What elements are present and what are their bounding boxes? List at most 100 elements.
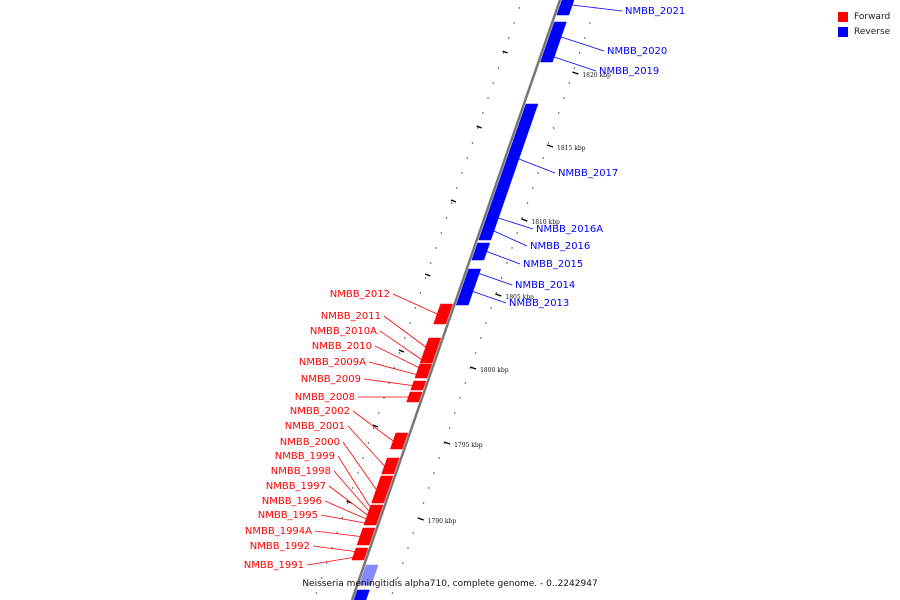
gene-block-NMBB_2010A[interactable] xyxy=(419,355,435,364)
gene-label-NMBB_1992[interactable]: NMBB_1992 xyxy=(250,541,310,552)
minor-tick-dot xyxy=(518,7,520,9)
gene-block-NMBB_1992[interactable] xyxy=(353,547,369,556)
gene-block-reverse-dim[interactable] xyxy=(358,564,379,586)
gene-label-NMBB_2020[interactable]: NMBB_2020 xyxy=(607,46,667,57)
minor-tick-dot xyxy=(383,397,385,399)
tick-label: 1790 kbp xyxy=(428,518,457,525)
minor-tick-dot xyxy=(391,592,394,594)
minor-tick-dot xyxy=(398,352,401,354)
minor-tick-dot xyxy=(497,67,500,69)
minor-tick-dot xyxy=(372,427,375,429)
gene-label-NMBB_2016[interactable]: NMBB_2016 xyxy=(530,241,590,252)
gene-label-NMBB_2013[interactable]: NMBB_2013 xyxy=(509,298,569,309)
minor-tick-dot xyxy=(419,292,422,294)
gene-block-NMBB_2016A[interactable] xyxy=(484,213,501,223)
gene-block-NMBB_1997[interactable] xyxy=(366,512,381,518)
tick-label: 1820 kbp xyxy=(582,72,611,79)
gene-label-NMBB_1994A[interactable]: NMBB_1994A xyxy=(245,526,312,537)
legend-forward[interactable]: Forward xyxy=(838,9,890,24)
leader-line xyxy=(374,345,419,368)
gene-label-NMBB_2011[interactable]: NMBB_2011 xyxy=(321,311,381,322)
gene-block-NMBB_2014[interactable] xyxy=(465,268,482,279)
minor-tick-dot xyxy=(482,112,484,114)
gene-label-NMBB_1995[interactable]: NMBB_1995 xyxy=(258,510,318,521)
major-tick xyxy=(521,218,528,222)
gene-block-NMBB_2017[interactable] xyxy=(487,103,539,215)
leader-line xyxy=(554,56,597,72)
gene-block-NMBB_2021[interactable] xyxy=(556,0,576,16)
gene-block-NMBB_2008[interactable] xyxy=(406,391,423,403)
gene-features[interactable] xyxy=(351,0,576,600)
gene-block-NMBB_2013[interactable] xyxy=(455,277,478,306)
gene-block-NMBB_2000[interactable] xyxy=(371,475,394,504)
gene-label-NMBB_2021[interactable]: NMBB_2021 xyxy=(625,6,685,17)
major-tick xyxy=(546,144,554,148)
sequence-backbone xyxy=(350,0,562,600)
gene-label-NMBB_1996[interactable]: NMBB_1996 xyxy=(262,496,322,507)
gene-block-NMBB_1996[interactable] xyxy=(365,516,380,522)
gene-label-NMBB_2019[interactable]: NMBB_2019 xyxy=(599,66,659,77)
gene-label-NMBB_2015[interactable]: NMBB_2015 xyxy=(523,259,583,270)
minor-tick-dot xyxy=(558,112,560,114)
minor-tick-dot xyxy=(315,592,318,594)
gene-block-NMBB_2010[interactable] xyxy=(417,363,433,372)
major-tick xyxy=(495,293,502,297)
tick-label: 1805 kbp xyxy=(505,294,534,301)
minor-tick-dot xyxy=(352,487,354,489)
major-tick xyxy=(476,125,482,129)
gene-block-NMBB_2009A[interactable] xyxy=(414,370,430,379)
gene-label-NMBB_2008[interactable]: NMBB_2008 xyxy=(295,392,355,403)
gene-block-NMBB_1999[interactable] xyxy=(369,504,384,510)
leader-line xyxy=(337,455,371,508)
legend-reverse[interactable]: Reverse xyxy=(838,24,890,39)
gene-block-NMBB_1995[interactable] xyxy=(363,520,378,526)
gene-label-NMBB_1998[interactable]: NMBB_1998 xyxy=(271,466,331,477)
minor-tick-dot xyxy=(552,127,555,129)
minor-tick-dot xyxy=(521,217,524,219)
gene-label-NMBB_2000[interactable]: NMBB_2000 xyxy=(280,437,340,448)
gene-block-NMBB_2015[interactable] xyxy=(471,242,491,261)
minor-tick-dot xyxy=(547,142,550,144)
leader-line xyxy=(347,425,385,467)
minor-tick-dot xyxy=(378,412,380,414)
minor-tick-dot xyxy=(430,262,432,264)
gene-block-NMBB_1998[interactable] xyxy=(367,508,382,514)
leader-line xyxy=(352,410,394,442)
minor-tick-dot xyxy=(469,367,472,369)
gene-block-NMBB_2012[interactable] xyxy=(433,303,453,325)
gene-block-NMBB_2009[interactable] xyxy=(410,380,427,391)
gene-label-NMBB_2016A[interactable]: NMBB_2016A xyxy=(536,224,603,235)
minor-tick-dot xyxy=(407,547,409,549)
minor-tick-dot xyxy=(474,352,477,354)
gene-label-NMBB_2009A[interactable]: NMBB_2009A xyxy=(299,357,366,368)
gene-labels[interactable]: NMBB_2021 NMBB_2020 NMBB_2019 NMBB_2017 NMBB… xyxy=(244,4,686,571)
minor-tick-dot xyxy=(409,322,411,324)
gene-block-NMBB_2019[interactable] xyxy=(540,51,557,63)
gene-label-NMBB_2014[interactable]: NMBB_2014 xyxy=(515,280,575,291)
gene-block-NMBB_1994A[interactable] xyxy=(356,527,376,546)
gene-label-NMBB_1991[interactable]: NMBB_1991 xyxy=(244,560,304,571)
gene-label-NMBB_2017[interactable]: NMBB_2017 xyxy=(558,168,618,179)
minor-tick-dot xyxy=(526,202,529,204)
gene-label-NMBB_1999[interactable]: NMBB_1999 xyxy=(275,451,335,462)
gene-label-NMBB_2002[interactable]: NMBB_2002 xyxy=(290,406,350,417)
major-tick xyxy=(443,441,451,445)
gene-label-NMBB_2001[interactable]: NMBB_2001 xyxy=(285,421,345,432)
gene-label-NMBB_2010[interactable]: NMBB_2010 xyxy=(312,341,372,352)
gene-label-NMBB_1997[interactable]: NMBB_1997 xyxy=(266,481,326,492)
gene-block-NMBB_2001[interactable] xyxy=(381,457,400,475)
gene-block-reverse-bottom[interactable] xyxy=(352,589,370,600)
gene-label-NMBB_2010A[interactable]: NMBB_2010A xyxy=(310,326,377,337)
minor-tick-dot xyxy=(438,457,440,459)
gene-label-NMBB_2012[interactable]: NMBB_2012 xyxy=(330,289,390,300)
minor-tick-dot xyxy=(412,532,414,534)
gene-block-NMBB_1991[interactable] xyxy=(351,554,366,561)
minor-tick-dot xyxy=(485,322,487,324)
gene-block-NMBB_2002[interactable] xyxy=(389,432,409,450)
gene-label-NMBB_2009[interactable]: NMBB_2009 xyxy=(301,374,361,385)
gene-block-NMBB_2016[interactable] xyxy=(478,221,498,241)
tick-label: 1800 kbp xyxy=(480,367,509,374)
leader-line xyxy=(383,315,426,348)
minor-tick-dot xyxy=(573,67,576,69)
